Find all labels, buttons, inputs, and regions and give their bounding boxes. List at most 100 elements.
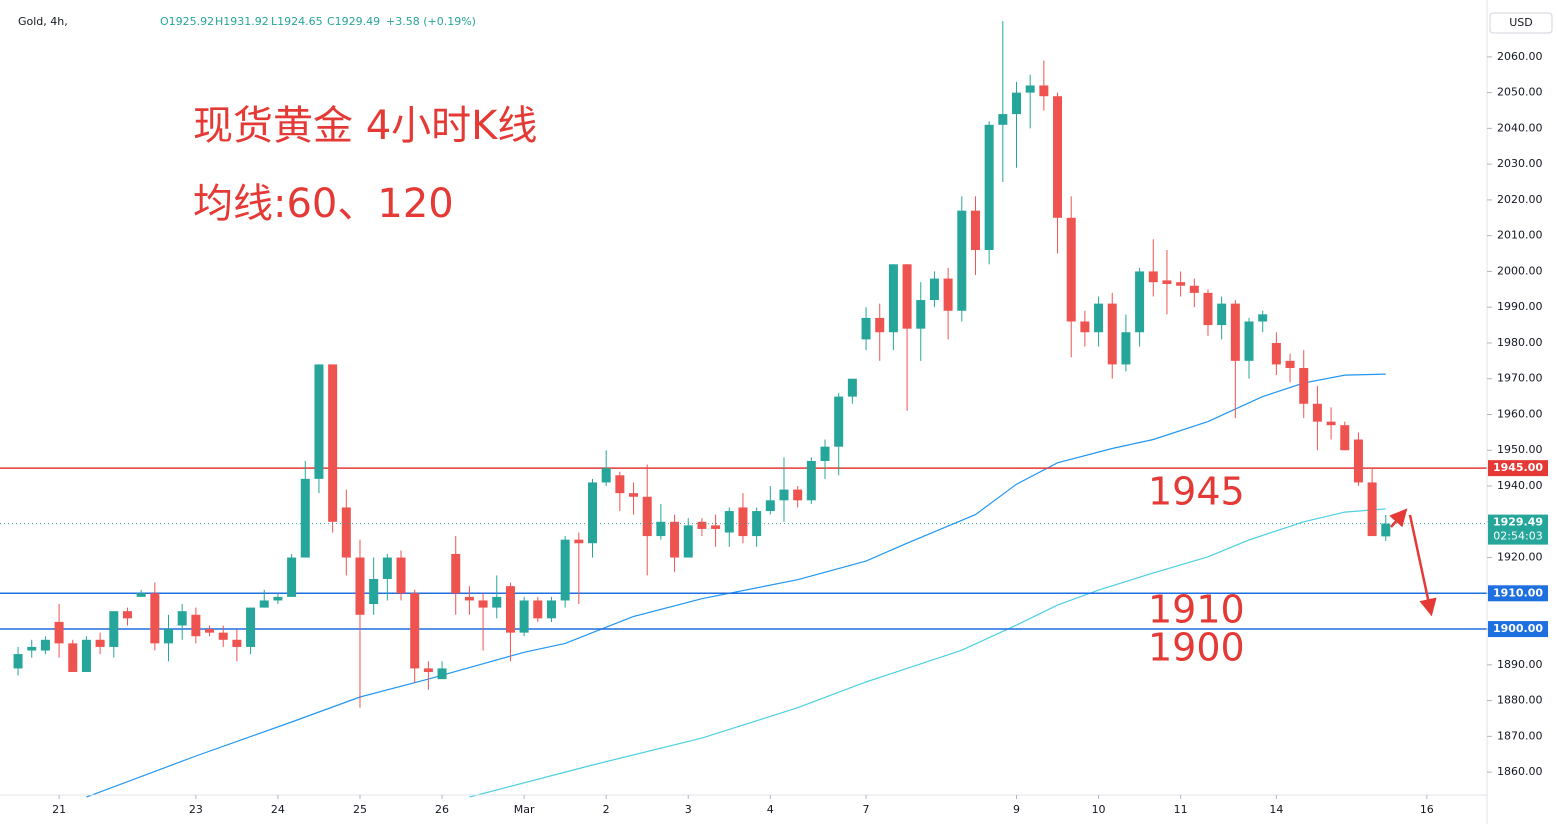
y-tick-label: 1950.00 <box>1497 443 1543 456</box>
currency-button[interactable] <box>1489 12 1553 34</box>
candle-body <box>820 446 830 461</box>
candle-body <box>861 317 871 340</box>
candle-body <box>314 364 324 479</box>
y-tick-label: 2050.00 <box>1497 86 1543 99</box>
level-label-box <box>1488 585 1548 602</box>
candle-body <box>287 557 297 597</box>
candle-body <box>1176 282 1186 286</box>
candle-body <box>1353 439 1363 483</box>
subtitle-annotation: 均线:60、120 <box>193 181 454 227</box>
candle-body <box>916 300 926 329</box>
candle-body <box>437 668 447 680</box>
candle-body <box>259 600 269 608</box>
candle-body <box>177 611 187 626</box>
y-tick-label: 1870.00 <box>1497 729 1543 742</box>
level-annotation: 1900 <box>1148 626 1245 670</box>
candle-body <box>724 511 734 533</box>
candle-body <box>505 586 515 633</box>
candle-body <box>1217 303 1227 326</box>
y-tick-label: 2010.00 <box>1497 229 1543 242</box>
arrow <box>1389 508 1408 528</box>
candle-body <box>492 596 502 608</box>
candle-body <box>205 629 215 633</box>
ohlc-close: C1929.49 <box>327 15 380 28</box>
y-tick-label: 1940.00 <box>1497 479 1543 492</box>
y-tick-label: 1880.00 <box>1497 694 1543 707</box>
y-tick-label: 2040.00 <box>1497 121 1543 134</box>
x-tick-label: 25 <box>353 803 367 816</box>
candle-body <box>95 639 105 647</box>
candle-body <box>1340 425 1350 451</box>
candle-body <box>1381 523 1391 537</box>
candle-body <box>875 317 885 333</box>
candle-body <box>943 278 953 311</box>
candle-body <box>1367 482 1377 537</box>
candle-body <box>629 493 639 497</box>
y-tick-label: 1960.00 <box>1497 407 1543 420</box>
candle-body <box>68 643 78 672</box>
y-tick-label: 2060.00 <box>1497 50 1543 63</box>
candle-body <box>410 593 420 669</box>
candle-body <box>122 611 132 619</box>
level-label-box <box>1488 460 1548 477</box>
ohlc-change: +3.58 (+0.19%) <box>386 15 476 28</box>
candle-body <box>369 578 379 605</box>
level-label: 1945.00 <box>1493 461 1543 474</box>
y-tick-label: 1990.00 <box>1497 300 1543 313</box>
candle-body <box>656 521 666 537</box>
candle-body <box>109 611 119 647</box>
symbol: Gold, 4h, <box>18 15 68 28</box>
candle-body <box>1258 314 1268 322</box>
x-tick-label: 16 <box>1420 803 1434 816</box>
candle-body <box>560 539 570 601</box>
ohlc-open: O1925.92 <box>160 15 214 28</box>
candle-body <box>574 539 584 544</box>
x-tick-label: 3 <box>685 803 692 816</box>
candle-body <box>1053 96 1063 218</box>
candle-body <box>1189 285 1199 293</box>
currency-label: USD <box>1509 16 1533 29</box>
y-tick-label: 2030.00 <box>1497 157 1543 170</box>
candle-body <box>54 621 64 644</box>
candle-body <box>519 600 529 633</box>
candle-body <box>1326 421 1336 426</box>
candle-body <box>533 600 543 619</box>
ohlc-low: L1924.65 <box>271 15 323 28</box>
x-tick-label: 11 <box>1174 803 1188 816</box>
x-tick-label: Mar <box>514 803 535 816</box>
y-tick-label: 1920.00 <box>1497 551 1543 564</box>
candle-body <box>601 468 611 483</box>
x-tick-label: 7 <box>863 803 870 816</box>
candle-body <box>834 396 844 447</box>
candle-body <box>1039 85 1049 97</box>
candle-body <box>683 525 693 558</box>
candle-body <box>1121 332 1131 365</box>
candle-body <box>1271 342 1281 365</box>
last-price-label: 1929.49 <box>1493 516 1543 529</box>
candle-body <box>793 489 803 501</box>
candle-body <box>806 460 816 501</box>
countdown-label: 02:54:03 <box>1493 530 1542 543</box>
arrow <box>1408 514 1437 617</box>
candle-body <box>27 646 37 651</box>
moving-average <box>469 508 1386 798</box>
candle-body <box>847 378 857 397</box>
x-tick-label: 4 <box>767 803 774 816</box>
candle-body <box>1107 303 1117 365</box>
candle-body <box>1135 271 1145 333</box>
candle-body <box>1011 92 1021 115</box>
candle-body <box>1080 321 1090 333</box>
candle-body <box>164 629 174 644</box>
candle-body <box>779 489 789 501</box>
candle-body <box>1148 271 1158 283</box>
candle-body <box>998 114 1008 125</box>
candle-body <box>1312 403 1322 422</box>
candle-body <box>588 482 598 544</box>
candle-body <box>478 600 488 608</box>
candle-body <box>888 264 898 333</box>
candle-body <box>246 607 256 647</box>
y-tick-label: 1890.00 <box>1497 658 1543 671</box>
x-tick-label: 21 <box>52 803 66 816</box>
candle-body <box>765 500 775 512</box>
